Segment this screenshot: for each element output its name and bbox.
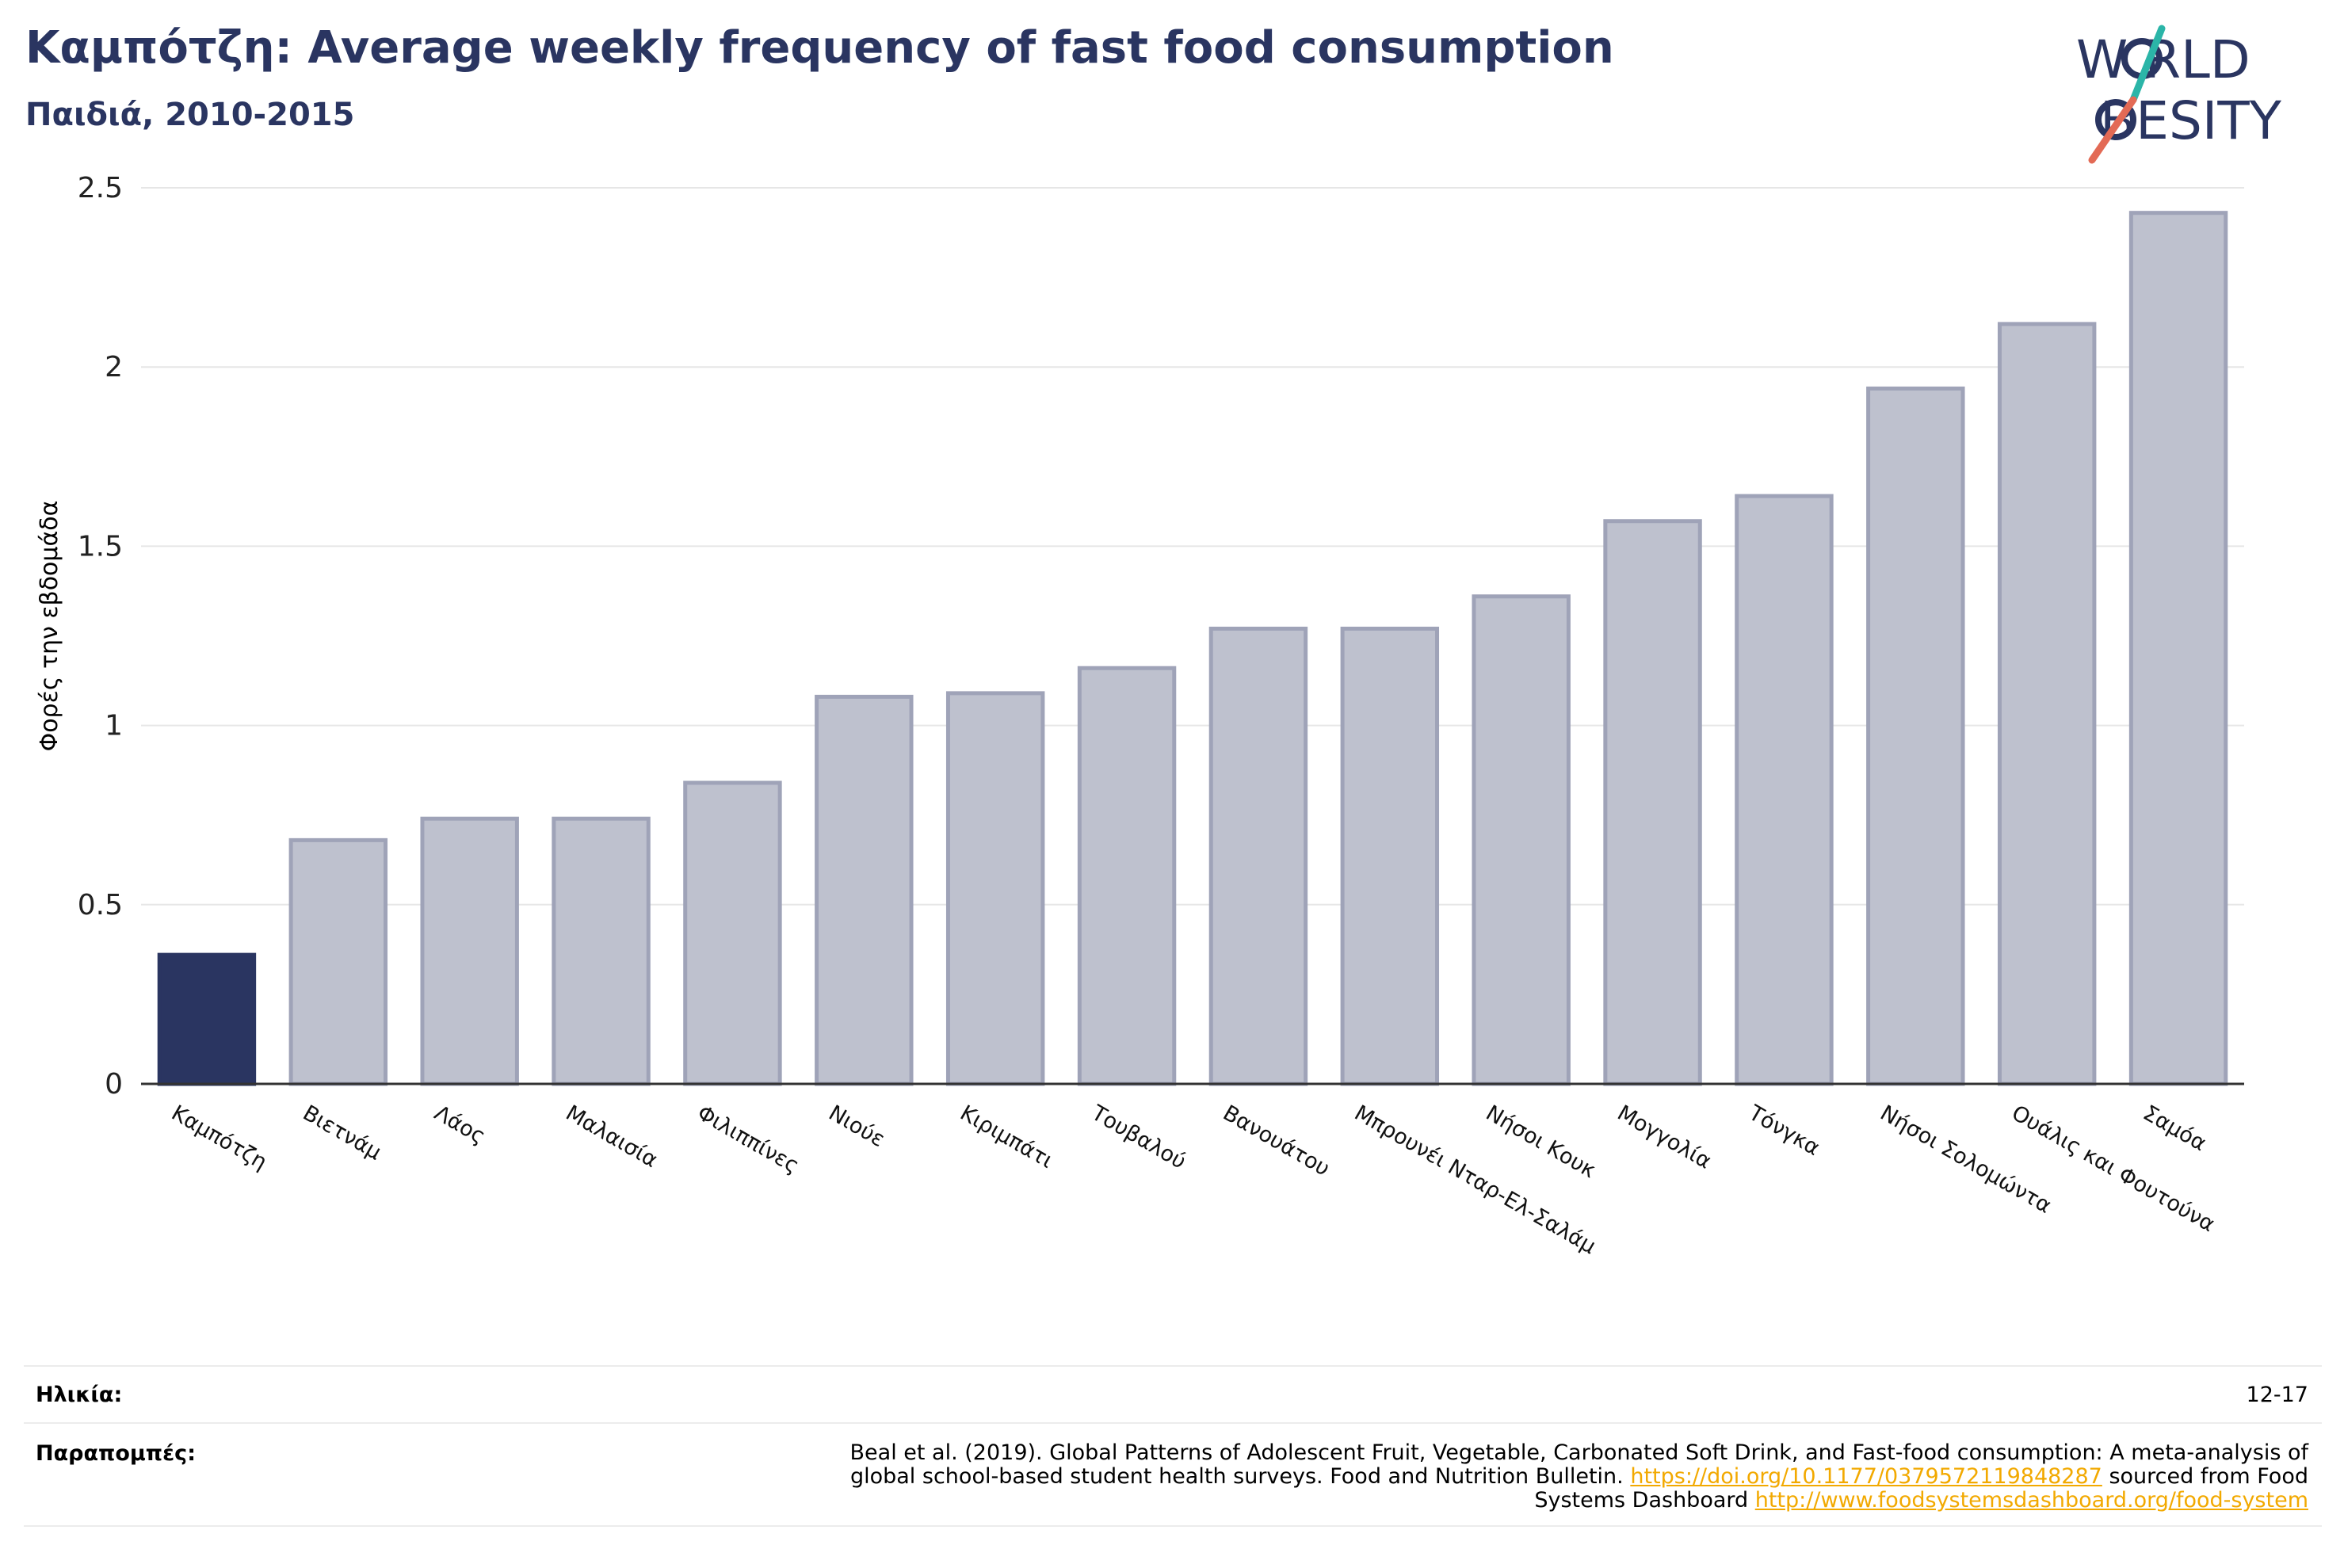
bar-6[interactable] (945, 691, 1045, 1086)
x-tick-label: Νήσοι Κουκ (1482, 1101, 1600, 1183)
x-tick-label: Βανουάτου (1219, 1101, 1334, 1181)
refs-line2-pre: global school-based student health surve… (849, 1464, 1631, 1489)
x-tick-label: Βιετνάμ (299, 1101, 386, 1165)
footer-divider-bottom (24, 1525, 2322, 1527)
y-tick-label: 0.5 (78, 889, 123, 921)
x-tick-label: Φιλιππίνες (693, 1101, 803, 1178)
x-tick-label: Τόνγκα (1744, 1101, 1824, 1161)
references-text: Beal et al. (2019). Global Patterns of A… (684, 1441, 2308, 1513)
bar-1[interactable] (288, 837, 388, 1086)
bar-chart: 0 0.5 1 1.5 2 2.5 Καμπότζη Βιετνάμ Λάος Μαλαισία… (36, 172, 2244, 1259)
x-tick-label: Καμπότζη (167, 1101, 271, 1175)
doi-link[interactable]: https://doi.org/10.1177/0379572119848287 (1630, 1464, 2102, 1489)
x-tick-label: Σαμόα (2139, 1101, 2210, 1156)
y-tick-label: 1.5 (78, 530, 123, 563)
refs-label: Παραπομπές: (36, 1441, 196, 1466)
y-tick-label: 0 (105, 1068, 123, 1101)
logo-o-ring-2 (2095, 99, 2136, 140)
y-tick-label: 1 (105, 710, 123, 742)
refs-line2: global school-based student health surve… (684, 1465, 2308, 1489)
logo-slash-red (2088, 96, 2137, 164)
bar-13[interactable] (1866, 386, 1965, 1086)
y-axis-label: Φορές την εβδομάδα (36, 501, 63, 752)
x-tick-label: Κιριμπάτι (956, 1101, 1057, 1173)
logo-slash-teal (2129, 25, 2166, 104)
footer-divider-top (24, 1365, 2322, 1367)
y-tick-label: 2.5 (78, 172, 123, 204)
x-tick-label: Μογγολία (1613, 1101, 1716, 1173)
bars (157, 211, 2228, 1086)
x-tick-label: Μαλαισία (562, 1101, 662, 1173)
x-tick-labels: Καμπότζη Βιετνάμ Λάος Μαλαισία Φιλιππίνες Νιο… (167, 1101, 2219, 1259)
chart-subtitle: Παιδιά, 2010-2015 (25, 97, 355, 133)
bar-15[interactable] (2128, 211, 2228, 1086)
bar-10[interactable] (1472, 594, 1571, 1086)
refs-line3: Systems Dashboard http://www.foodsystems… (684, 1489, 2308, 1513)
x-tick-label: Νιούε (824, 1101, 888, 1152)
bar-14[interactable] (1997, 322, 2097, 1086)
y-tick-label: 2 (105, 351, 123, 383)
chart-title: Καμπότζη: Average weekly frequency of fa… (25, 22, 1614, 74)
footer-divider-middle (24, 1422, 2322, 1424)
y-tick-labels: 0 0.5 1 1.5 2 2.5 (78, 172, 123, 1101)
refs-line1: Beal et al. (2019). Global Patterns of A… (849, 1440, 2308, 1465)
bar-0[interactable] (157, 952, 257, 1086)
food-systems-link[interactable]: http://www.foodsystemsdashboard.org/food… (1754, 1488, 2308, 1513)
bar-8[interactable] (1208, 626, 1308, 1086)
x-tick-label: Τουβαλού (1086, 1101, 1190, 1174)
bar-12[interactable] (1735, 494, 1834, 1086)
bar-7[interactable] (1077, 666, 1177, 1086)
bar-4[interactable] (683, 780, 782, 1086)
x-tick-label: Μπρουνέι Νταρ-Ελ-Σαλάμ (1350, 1101, 1600, 1259)
age-value: 12-17 (2246, 1383, 2308, 1407)
refs-line2-post: sourced from Food (2102, 1464, 2308, 1489)
world-obesity-logo: W RLD BESITY (2076, 25, 2282, 164)
logo-line1: W RLD (2076, 29, 2250, 90)
bar-5[interactable] (815, 694, 914, 1086)
bar-9[interactable] (1340, 626, 1440, 1086)
refs-line3-pre: Systems Dashboard (1534, 1488, 1755, 1513)
bar-2[interactable] (420, 816, 519, 1086)
bar-3[interactable] (552, 816, 651, 1086)
bar-11[interactable] (1603, 519, 1702, 1086)
x-tick-label: Λάος (430, 1101, 490, 1149)
age-label: Ηλικία: (36, 1383, 123, 1407)
